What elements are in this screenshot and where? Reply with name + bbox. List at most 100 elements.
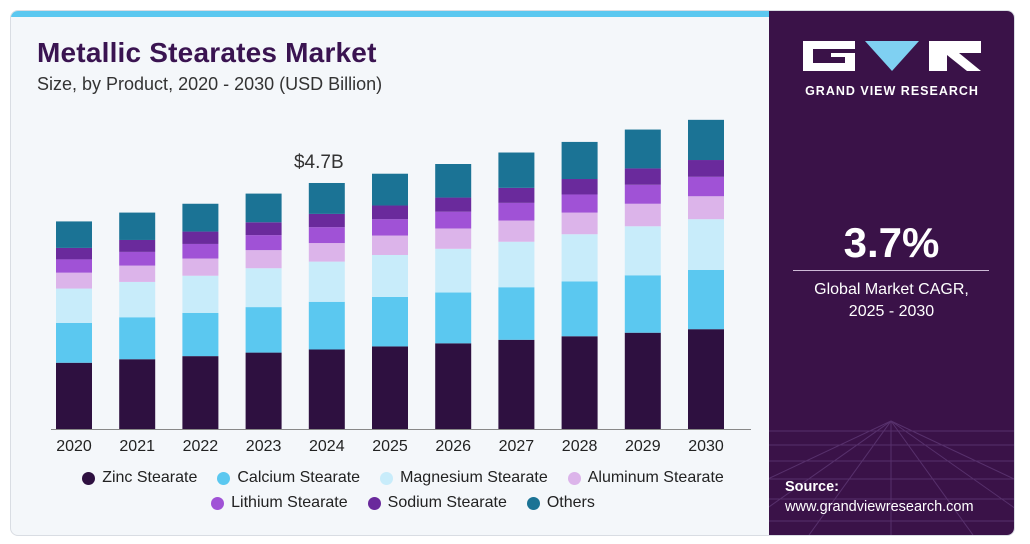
- cagr-divider: [793, 270, 989, 271]
- bar-segment-2030-aluminum-stearate: [688, 196, 724, 220]
- legend-item-magnesium-stearate: Magnesium Stearate: [380, 469, 548, 487]
- bar-segment-2029-magnesium-stearate: [624, 226, 661, 276]
- bar-segment-2030-sodium-stearate: [688, 160, 724, 177]
- bar-segment-2020-calcium-stearate: [56, 323, 92, 363]
- x-tick-label: 2022: [183, 438, 219, 455]
- legend-item-lithium-stearate: Lithium Stearate: [211, 494, 348, 512]
- bar-segment-2022-aluminum-stearate: [182, 258, 219, 276]
- bar-segment-2030-zinc-stearate: [688, 329, 724, 429]
- bar-segment-2025-magnesium-stearate: [372, 254, 408, 297]
- legend-swatch: [367, 496, 381, 510]
- bar-segment-2024-magnesium-stearate: [308, 261, 345, 302]
- bar-segment-2021-sodium-stearate: [119, 239, 156, 252]
- bar-segment-2023-magnesium-stearate: [245, 268, 282, 308]
- bar-segment-2029-others: [624, 129, 661, 169]
- side-panel: GRAND VIEW RESEARCH 3.7% Global Market C…: [769, 11, 1014, 535]
- bar-segment-2022-sodium-stearate: [182, 231, 219, 244]
- bar-segment-2021-zinc-stearate: [119, 359, 156, 429]
- bar-segment-2024-lithium-stearate: [308, 227, 345, 244]
- legend-swatch: [380, 471, 394, 485]
- bar-segment-2027-zinc-stearate: [498, 339, 535, 429]
- bar-segment-2020-zinc-stearate: [56, 362, 92, 429]
- bar-segment-2022-others: [182, 203, 219, 232]
- bar-segment-2021-others: [119, 212, 156, 240]
- x-tick-label: 2027: [499, 438, 535, 455]
- bar-segment-2030-magnesium-stearate: [688, 219, 724, 270]
- bar-segment-2024-zinc-stearate: [308, 349, 345, 429]
- legend-label: Others: [546, 494, 595, 511]
- bar-segment-2027-aluminum-stearate: [498, 220, 535, 242]
- bar-segment-2022-zinc-stearate: [182, 356, 219, 429]
- bar-segment-2026-others: [435, 164, 472, 198]
- stacked-bar-chart: 2020 2021 2022 2023 2024 $4.7B 2025 2026 2027 202…: [51, 119, 751, 455]
- bar-segment-2025-sodium-stearate: [372, 205, 408, 220]
- bar-segment-2025-others: [372, 173, 408, 206]
- bar-segment-2020-aluminum-stearate: [56, 272, 92, 289]
- legend-swatch: [567, 471, 581, 485]
- source-label: Source:: [785, 479, 839, 495]
- bar-segment-2023-lithium-stearate: [245, 235, 282, 251]
- bar-segment-2025-calcium-stearate: [372, 296, 408, 347]
- chart-title: Metallic Stearates Market: [37, 37, 377, 68]
- bar-segment-2027-calcium-stearate: [498, 287, 535, 340]
- bar-segment-2026-lithium-stearate: [435, 211, 472, 229]
- bar-segment-2029-zinc-stearate: [624, 332, 661, 429]
- bar-segment-2021-aluminum-stearate: [119, 265, 156, 282]
- bar-segment-2029-aluminum-stearate: [624, 203, 661, 227]
- legend-item-aluminum-stearate: Aluminum Stearate: [567, 469, 724, 487]
- bar-segment-2024-calcium-stearate: [308, 301, 345, 350]
- legend-row-2: Lithium Stearate Sodium Stearate Others: [33, 494, 773, 512]
- decorative-grid-floor: [769, 420, 1014, 535]
- bar-segment-2023-others: [245, 193, 282, 223]
- bar-segment-2021-calcium-stearate: [119, 317, 156, 360]
- bar-segment-2025-aluminum-stearate: [372, 235, 408, 255]
- brand-logo: GRAND VIEW RESEARCH: [801, 39, 983, 98]
- cagr-label-line-1: Global Market CAGR,: [814, 281, 969, 298]
- brand-name: GRAND VIEW RESEARCH: [805, 84, 979, 98]
- bar-segment-2026-aluminum-stearate: [435, 228, 472, 249]
- legend-label: Calcium Stearate: [237, 469, 361, 486]
- chart-subtitle: Size, by Product, 2020 - 2030 (USD Billi…: [37, 74, 383, 94]
- cagr-label: Global Market CAGR, 2025 - 2030: [769, 279, 1014, 323]
- bar-segment-2022-magnesium-stearate: [182, 275, 219, 313]
- x-tick-label: 2029: [625, 438, 661, 455]
- x-tick-label: 2025: [372, 438, 408, 455]
- value-annotation: $4.7B: [294, 152, 344, 173]
- bar-segment-2029-sodium-stearate: [624, 168, 661, 185]
- bar-segment-2025-zinc-stearate: [372, 346, 408, 429]
- bar-segment-2028-sodium-stearate: [561, 179, 598, 195]
- legend-row-1: Zinc Stearate Calcium Stearate Magnesium…: [33, 469, 773, 487]
- legend-item-zinc-stearate: Zinc Stearate: [82, 469, 197, 487]
- source-url[interactable]: www.grandviewresearch.com: [785, 499, 974, 515]
- bar-segment-2023-zinc-stearate: [245, 352, 282, 429]
- bar-segment-2027-others: [498, 152, 535, 188]
- bar-segment-2028-calcium-stearate: [561, 281, 598, 337]
- legend-label: Magnesium Stearate: [400, 469, 548, 486]
- cagr-label-line-2: 2025 - 2030: [848, 303, 935, 320]
- bar-segment-2022-lithium-stearate: [182, 243, 219, 259]
- bar-segment-2027-lithium-stearate: [498, 202, 535, 221]
- bar-segment-2023-sodium-stearate: [245, 222, 282, 236]
- bar-segment-2028-zinc-stearate: [561, 336, 598, 429]
- bar-segment-2028-lithium-stearate: [561, 194, 598, 213]
- bar-segment-2026-sodium-stearate: [435, 197, 472, 212]
- bar-segment-2020-sodium-stearate: [56, 247, 92, 260]
- bar-segment-2025-lithium-stearate: [372, 219, 408, 236]
- bar-segment-2028-others: [561, 141, 598, 180]
- source-note: Source: www.grandviewresearch.com: [785, 477, 974, 517]
- infographic-card: Metallic Stearates Market Size, by Produ…: [10, 10, 1015, 536]
- brand-logo-icon: [803, 41, 981, 71]
- chart-legend: Zinc Stearate Calcium Stearate Magnesium…: [33, 469, 773, 519]
- bar-segment-2024-others: [308, 182, 345, 214]
- bar-segment-2027-magnesium-stearate: [498, 241, 535, 288]
- accent-bar: [11, 11, 769, 17]
- legend-label: Aluminum Stearate: [587, 469, 724, 486]
- x-tick-label: 2026: [435, 438, 471, 455]
- legend-swatch: [82, 471, 96, 485]
- bar-segment-2026-zinc-stearate: [435, 343, 472, 429]
- x-tick-label: 2030: [688, 438, 724, 455]
- bar-segment-2028-aluminum-stearate: [561, 212, 598, 235]
- bar-segment-2029-calcium-stearate: [624, 275, 661, 333]
- x-tick-label: 2020: [56, 438, 92, 455]
- bar-segment-2021-lithium-stearate: [119, 251, 156, 266]
